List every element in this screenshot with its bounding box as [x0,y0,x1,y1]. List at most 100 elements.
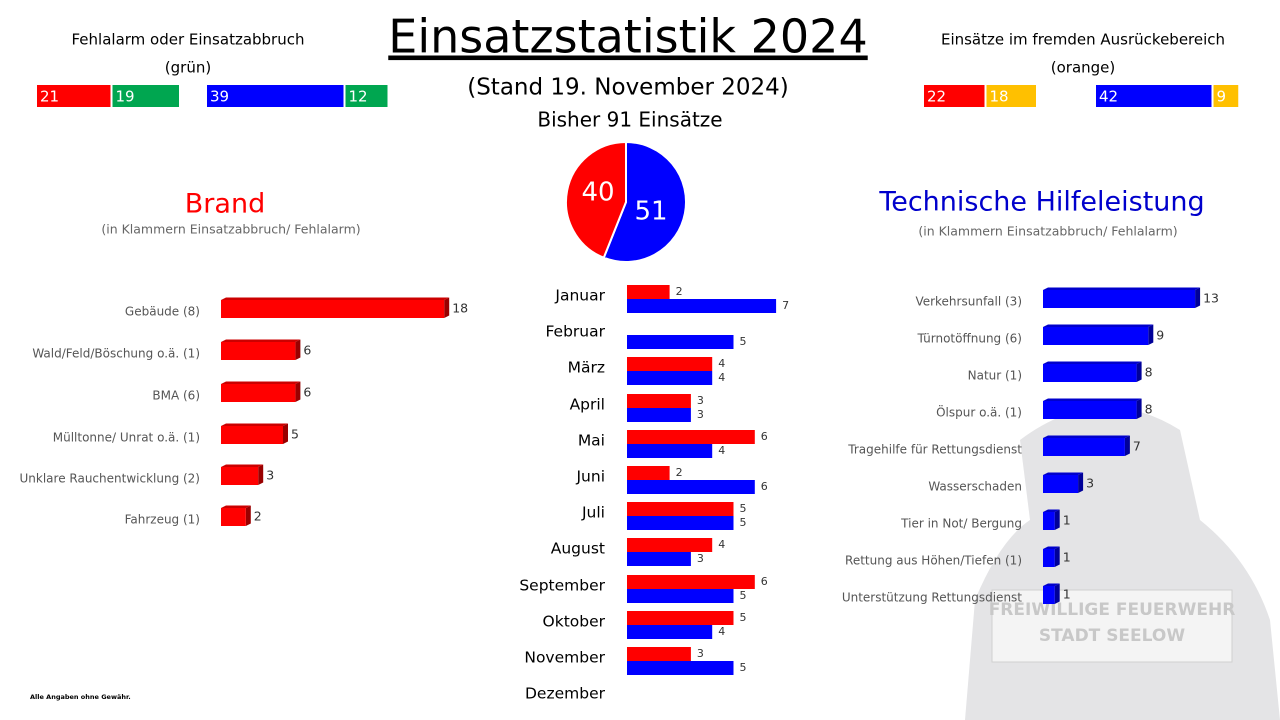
pie-slice [602,140,687,263]
bar-side [1195,287,1201,308]
bar-top [1043,472,1084,475]
bar-side [1054,583,1060,604]
bar-top [221,423,288,426]
category-label: Mai [578,432,605,450]
bar-top [221,381,301,384]
value-label: 3 [697,408,704,421]
bar [627,589,734,603]
bar-segment [924,85,985,107]
category-label: Fahrzeug (1) [125,513,200,527]
bar [1043,512,1055,530]
bar-side [1136,361,1142,382]
bar-side [245,505,251,526]
value-label: 2 [676,466,683,479]
bar [221,426,283,444]
value-label: 12 [349,88,368,106]
bar-side [1148,324,1154,345]
value-label: 4 [718,538,725,551]
bar [627,516,734,530]
bar [221,384,296,402]
value-label: 1 [1063,550,1071,565]
bar-top [1043,583,1060,586]
page-subtitle: (Stand 19. November 2024) [467,75,789,101]
bar-side [1054,509,1060,530]
category-label: Juli [581,504,605,522]
bar [627,285,670,299]
chart-title: Einsätze im fremden Ausrückebereich [941,31,1225,49]
bar [627,647,691,661]
bar [627,611,734,625]
value-label: 2 [676,285,683,298]
category-label: März [568,359,605,377]
value-label: 4 [718,625,725,638]
bar-segment [986,85,1036,107]
bar [627,335,734,349]
bar [1043,327,1149,345]
chart-subtitle: (in Klammern Einsatzabbruch/ Fehlalarm) [101,222,360,237]
bar [627,430,755,444]
bar [1043,549,1055,567]
category-label: April [570,396,605,414]
value-label: 5 [740,502,747,515]
pie-slice [565,140,627,260]
value-label: 9 [1217,88,1227,106]
watermark-badge [991,589,1233,663]
watermark-text: STADT SEELOW [1039,626,1185,646]
value-label: 5 [740,516,747,529]
value-label: 39 [210,88,229,106]
value-label: 5 [291,427,299,442]
bar-segment [207,85,344,107]
category-label: Oktober [543,613,606,631]
value-label: 5 [740,611,747,624]
value-label: 3 [697,394,704,407]
bar [1043,364,1137,382]
bar [627,408,691,422]
category-label: Verkehrsunfall (3) [915,295,1022,309]
bar [221,508,246,526]
chart-subtitle: (in Klammern Einsatzabbruch/ Fehlalarm) [918,224,1177,239]
value-label: 13 [1203,291,1219,306]
bar-segment [1213,85,1239,107]
bar [1043,290,1196,308]
bar [627,299,777,313]
category-label: Türnotöffnung (6) [916,332,1022,346]
watermark-text: FREIWILLIGE FEUERWEHR [989,600,1236,620]
value-label: 5 [740,335,747,348]
value-label: 9 [1156,328,1164,343]
value-label: 6 [761,480,768,493]
bar-top [1043,398,1142,401]
value-label: 7 [1133,439,1141,454]
footnote: Alle Angaben ohne Gewähr. [30,693,131,701]
value-label: 4 [718,371,725,384]
category-label: Wald/Feld/Böschung o.ä. (1) [32,347,200,361]
category-label: Ölspur o.ä. (1) [936,404,1022,420]
bar-top [1043,435,1130,438]
bar [1043,475,1079,493]
value-label: 8 [1145,402,1153,417]
bar [627,538,713,552]
category-label: August [551,540,605,558]
bar [221,300,445,318]
value-label: 1 [1063,513,1071,528]
value-label: 4 [718,444,725,457]
bar [627,661,734,675]
bar-side [1124,435,1130,456]
bar-top [221,505,251,508]
category-label: Natur (1) [968,369,1022,383]
chart-title: Brand [185,189,265,220]
page-title: Einsatzstatistik 2024 [388,10,867,64]
bar [627,502,734,516]
bar [221,342,296,360]
value-label: 5 [740,661,747,674]
bar-top [221,464,264,467]
chart-subtitle: (grün) [165,59,211,77]
bar-top [1043,361,1142,364]
value-label: 6 [303,343,311,358]
value-label: 6 [761,575,768,588]
pie-label: 40 [581,178,614,208]
bar [1043,401,1137,419]
bar-top [1043,546,1060,549]
bar-side [444,297,450,318]
value-label: 5 [740,589,747,602]
bar [627,371,713,385]
